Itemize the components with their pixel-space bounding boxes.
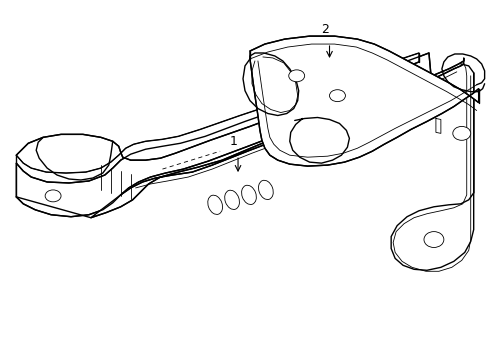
Ellipse shape <box>241 185 256 204</box>
Ellipse shape <box>452 126 470 140</box>
Ellipse shape <box>423 231 443 247</box>
Text: 2: 2 <box>321 23 329 36</box>
Polygon shape <box>16 53 418 173</box>
Ellipse shape <box>329 90 345 102</box>
Text: 1: 1 <box>230 135 238 148</box>
Ellipse shape <box>207 195 222 215</box>
Ellipse shape <box>258 180 273 199</box>
Ellipse shape <box>45 190 61 202</box>
Ellipse shape <box>224 190 239 210</box>
Polygon shape <box>249 36 478 166</box>
Polygon shape <box>91 58 463 218</box>
Ellipse shape <box>288 70 304 82</box>
Polygon shape <box>16 53 430 217</box>
